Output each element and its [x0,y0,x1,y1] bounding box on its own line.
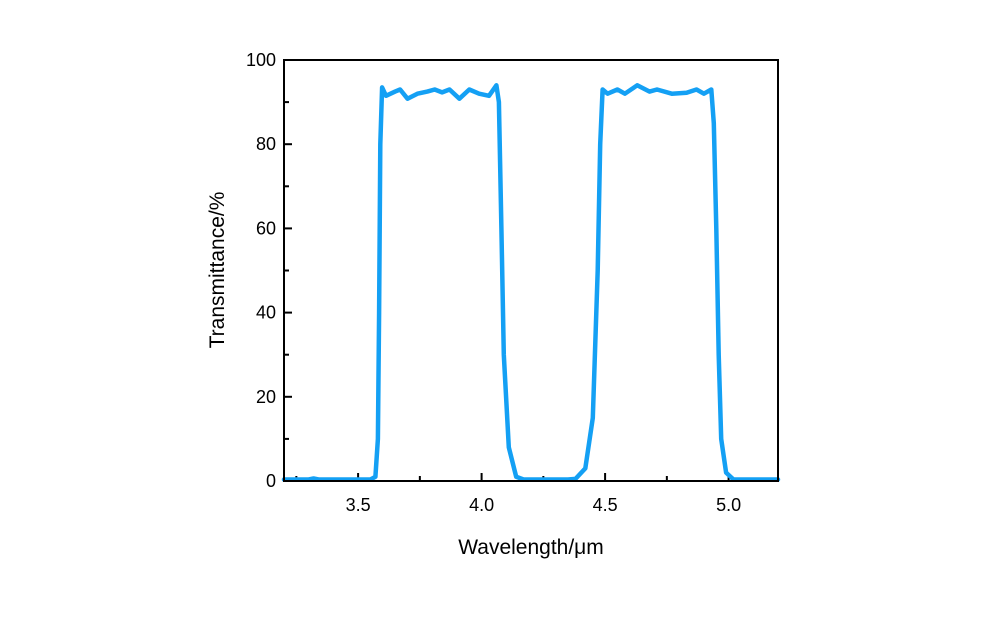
transmittance-line [281,83,781,482]
y-tick-label: 0 [266,471,276,491]
x-tick-label: 4.0 [469,495,494,515]
y-tick-label: 80 [256,134,276,154]
y-tick-labels: 0 20 40 60 80 100 [246,50,276,491]
x-tick-label: 4.5 [593,495,618,515]
plot-frame [283,59,779,482]
y-tick-label: 100 [246,50,276,70]
y-tick-label: 40 [256,303,276,323]
x-axis-label: Wavelength/μm [458,536,604,559]
x-tick-label: 3.5 [346,495,371,515]
x-tick-label: 5.0 [716,495,741,515]
y-axis-label: Transmittance/% [206,192,229,349]
y-tick-label: 20 [256,387,276,407]
x-tick-labels: 3.5 4.0 4.5 5.0 [346,495,742,515]
y-tick-label: 60 [256,218,276,238]
